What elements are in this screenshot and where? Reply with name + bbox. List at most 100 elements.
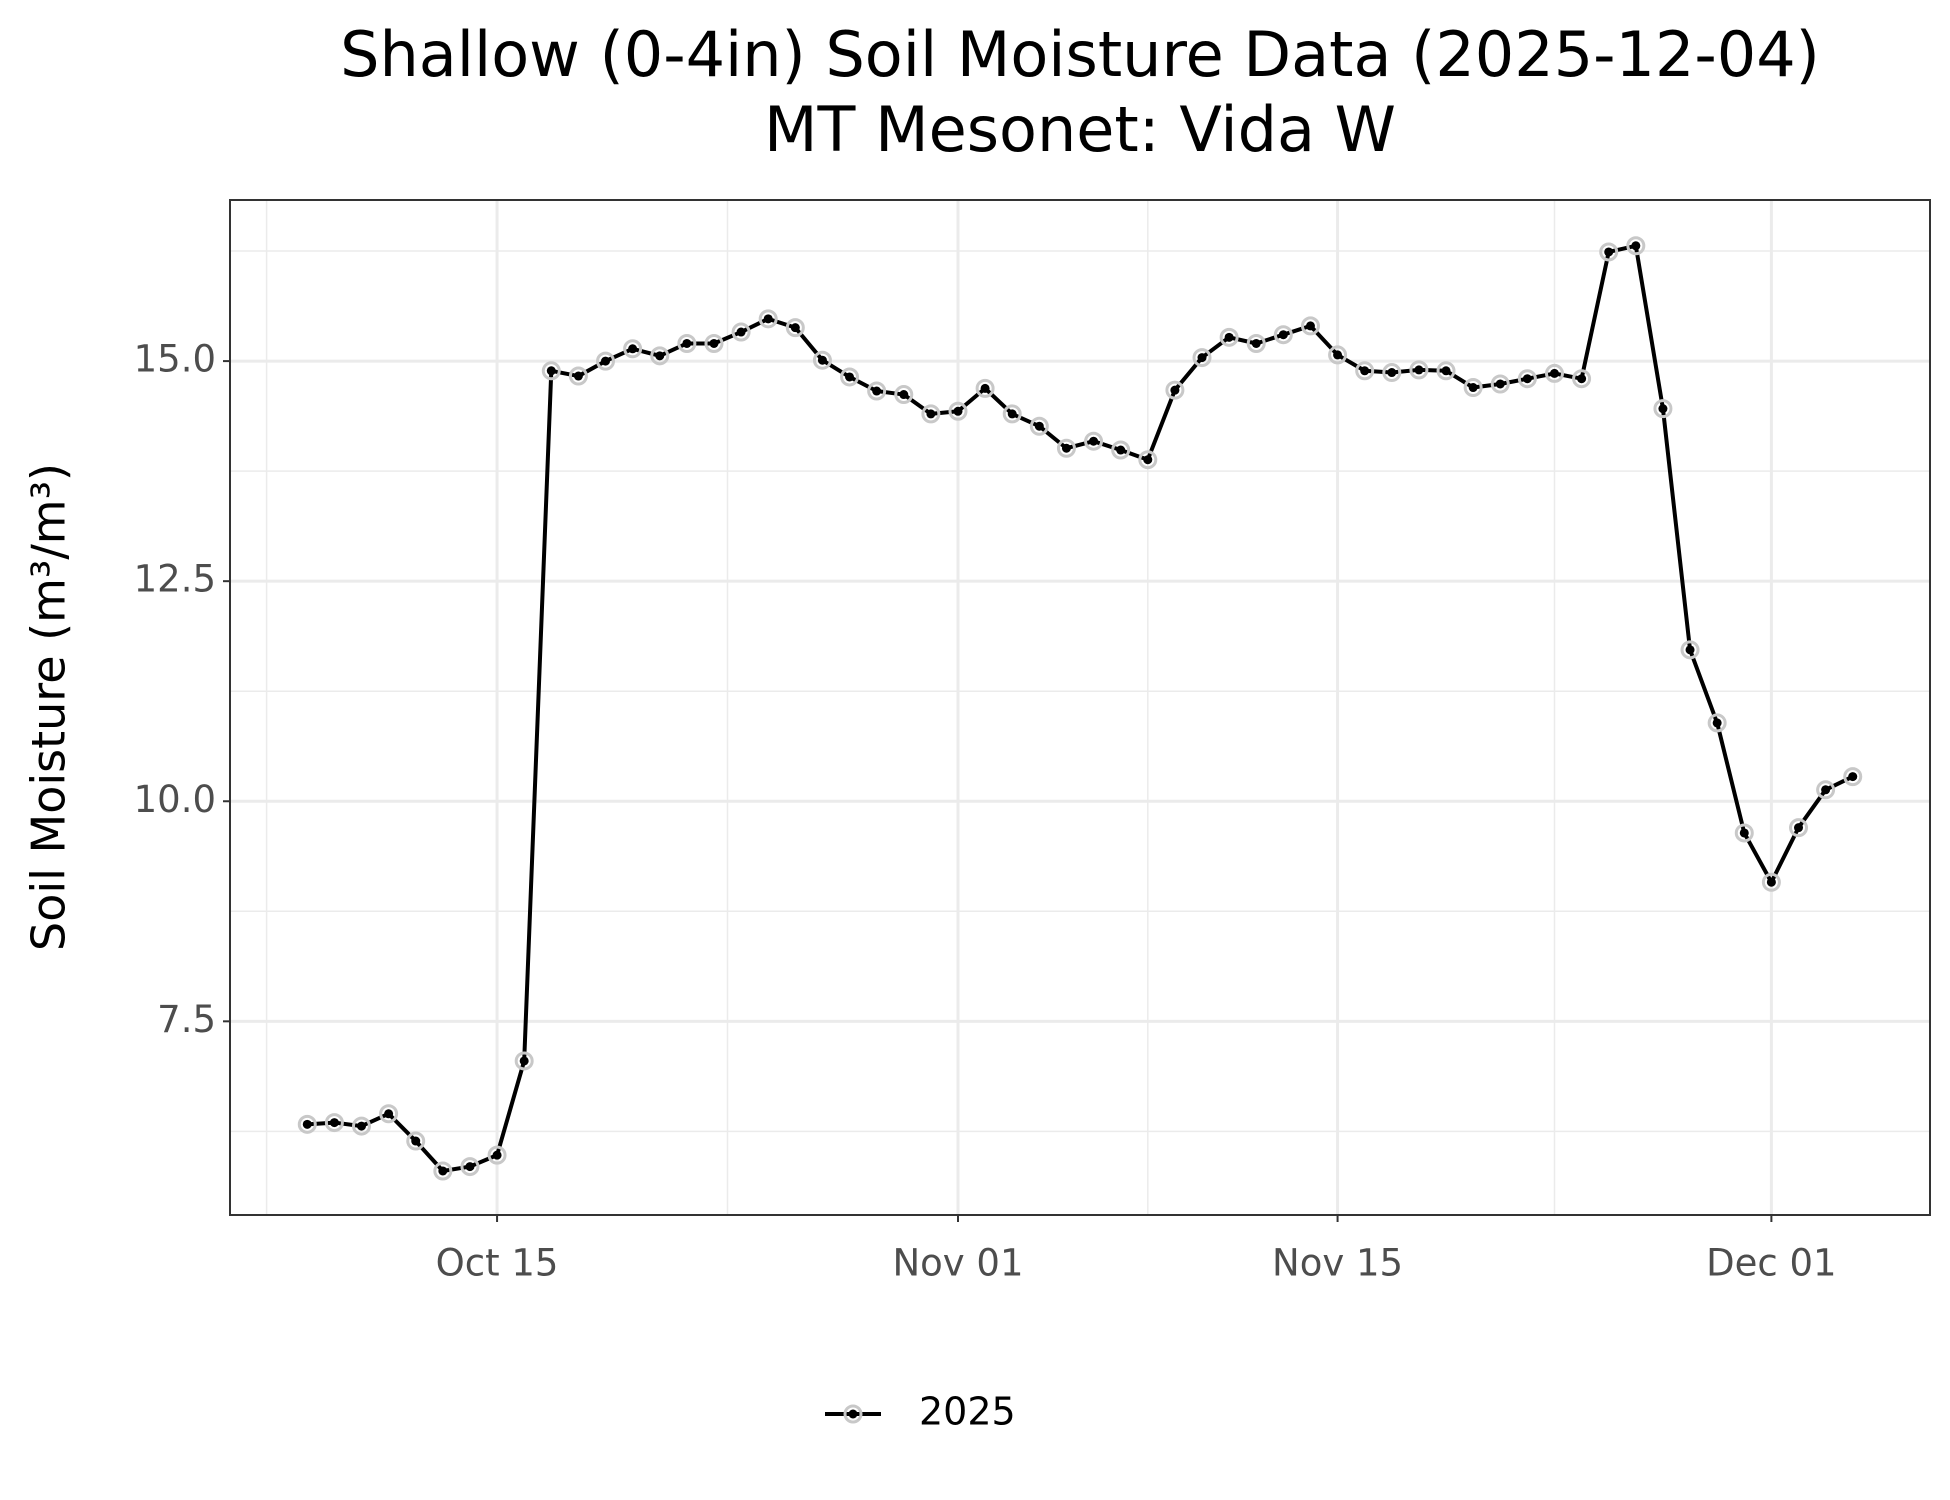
point-halo <box>1165 380 1185 400</box>
point-halo <box>1436 361 1456 381</box>
point <box>1246 333 1266 353</box>
point-dot <box>1468 383 1478 393</box>
point-dot <box>655 351 665 361</box>
point-dot <box>1197 353 1207 363</box>
point <box>1490 374 1510 394</box>
point-halo <box>1002 404 1022 424</box>
point <box>324 1113 344 1133</box>
point <box>650 346 670 366</box>
point <box>1056 438 1076 458</box>
point <box>1029 416 1049 436</box>
point-halo <box>379 1104 399 1124</box>
point-dot <box>1658 404 1668 414</box>
plot-border <box>229 199 1931 1216</box>
y-axis-label: Soil Moisture (m³/m³) <box>22 463 76 951</box>
point-halo <box>1626 236 1646 256</box>
point-halo <box>297 1114 317 1134</box>
point <box>948 401 968 421</box>
point-halo <box>1816 780 1836 800</box>
point <box>758 309 778 329</box>
point-dot <box>980 383 990 393</box>
point-dot <box>1360 366 1370 376</box>
y-tick-label: 7.5 <box>157 998 216 1041</box>
point-dot <box>1305 321 1315 331</box>
point <box>867 381 887 401</box>
point <box>379 1104 399 1124</box>
point <box>1436 361 1456 381</box>
point-dot <box>1495 379 1505 389</box>
point <box>568 366 588 386</box>
point <box>406 1131 426 1151</box>
point-halo <box>433 1161 453 1181</box>
point-halo <box>704 333 724 353</box>
point-dot <box>926 409 936 419</box>
point-halo <box>1490 374 1510 394</box>
point <box>812 350 832 370</box>
point <box>1382 363 1402 383</box>
point-dot <box>1848 772 1858 782</box>
point-halo <box>921 404 941 424</box>
point-dot <box>1061 443 1071 453</box>
point-dot <box>1441 366 1451 376</box>
point-dot <box>1089 436 1099 446</box>
point-dot <box>763 314 773 324</box>
point-halo <box>568 366 588 386</box>
point-halo <box>1029 416 1049 436</box>
point-dot <box>1685 645 1695 655</box>
point <box>921 404 941 424</box>
point-halo <box>785 318 805 338</box>
plot-background <box>230 200 1930 1215</box>
point-dot <box>1766 877 1776 887</box>
x-tick-label: Nov 15 <box>1272 1242 1403 1285</box>
point <box>894 385 914 405</box>
point-halo <box>1084 431 1104 451</box>
point <box>1409 360 1429 380</box>
point <box>1300 316 1320 336</box>
point-dot <box>601 356 611 366</box>
point-dot <box>1739 828 1749 838</box>
chart-title: Shallow (0-4in) Soil Moisture Data (2025… <box>340 18 1820 91</box>
point-halo <box>840 367 860 387</box>
point-halo <box>1653 399 1673 419</box>
point <box>1707 713 1727 733</box>
point-halo <box>541 361 561 381</box>
point <box>1680 640 1700 660</box>
point <box>1653 399 1673 419</box>
point-dot <box>845 372 855 382</box>
point <box>1544 363 1564 383</box>
legend-halo <box>843 1404 863 1424</box>
point-halo <box>514 1051 534 1071</box>
point-halo <box>1409 360 1429 380</box>
point-halo <box>1192 348 1212 368</box>
point <box>1084 431 1104 451</box>
point-dot <box>736 327 746 337</box>
point-halo <box>1761 872 1781 892</box>
point <box>1328 345 1348 365</box>
point-halo <box>1517 369 1537 389</box>
point-halo <box>623 339 643 359</box>
point-dot <box>356 1121 366 1131</box>
point-halo <box>650 346 670 366</box>
point-halo <box>1382 363 1402 383</box>
point <box>433 1161 453 1181</box>
point-dot <box>682 338 692 348</box>
point <box>975 378 995 398</box>
point-dot <box>438 1166 448 1176</box>
point <box>704 333 724 353</box>
point-dot <box>1712 718 1722 728</box>
point-halo <box>460 1157 480 1177</box>
y-tick-label: 15.0 <box>134 338 216 381</box>
point <box>297 1114 317 1134</box>
point-halo <box>948 401 968 421</box>
point-dot <box>1224 332 1234 342</box>
point-halo <box>351 1116 371 1136</box>
point <box>1165 380 1185 400</box>
point <box>351 1116 371 1136</box>
point-halo <box>1734 823 1754 843</box>
point-dot <box>411 1136 421 1146</box>
point-halo <box>975 378 995 398</box>
point-halo <box>1219 327 1239 347</box>
point-halo <box>812 350 832 370</box>
point-dot <box>546 366 556 376</box>
